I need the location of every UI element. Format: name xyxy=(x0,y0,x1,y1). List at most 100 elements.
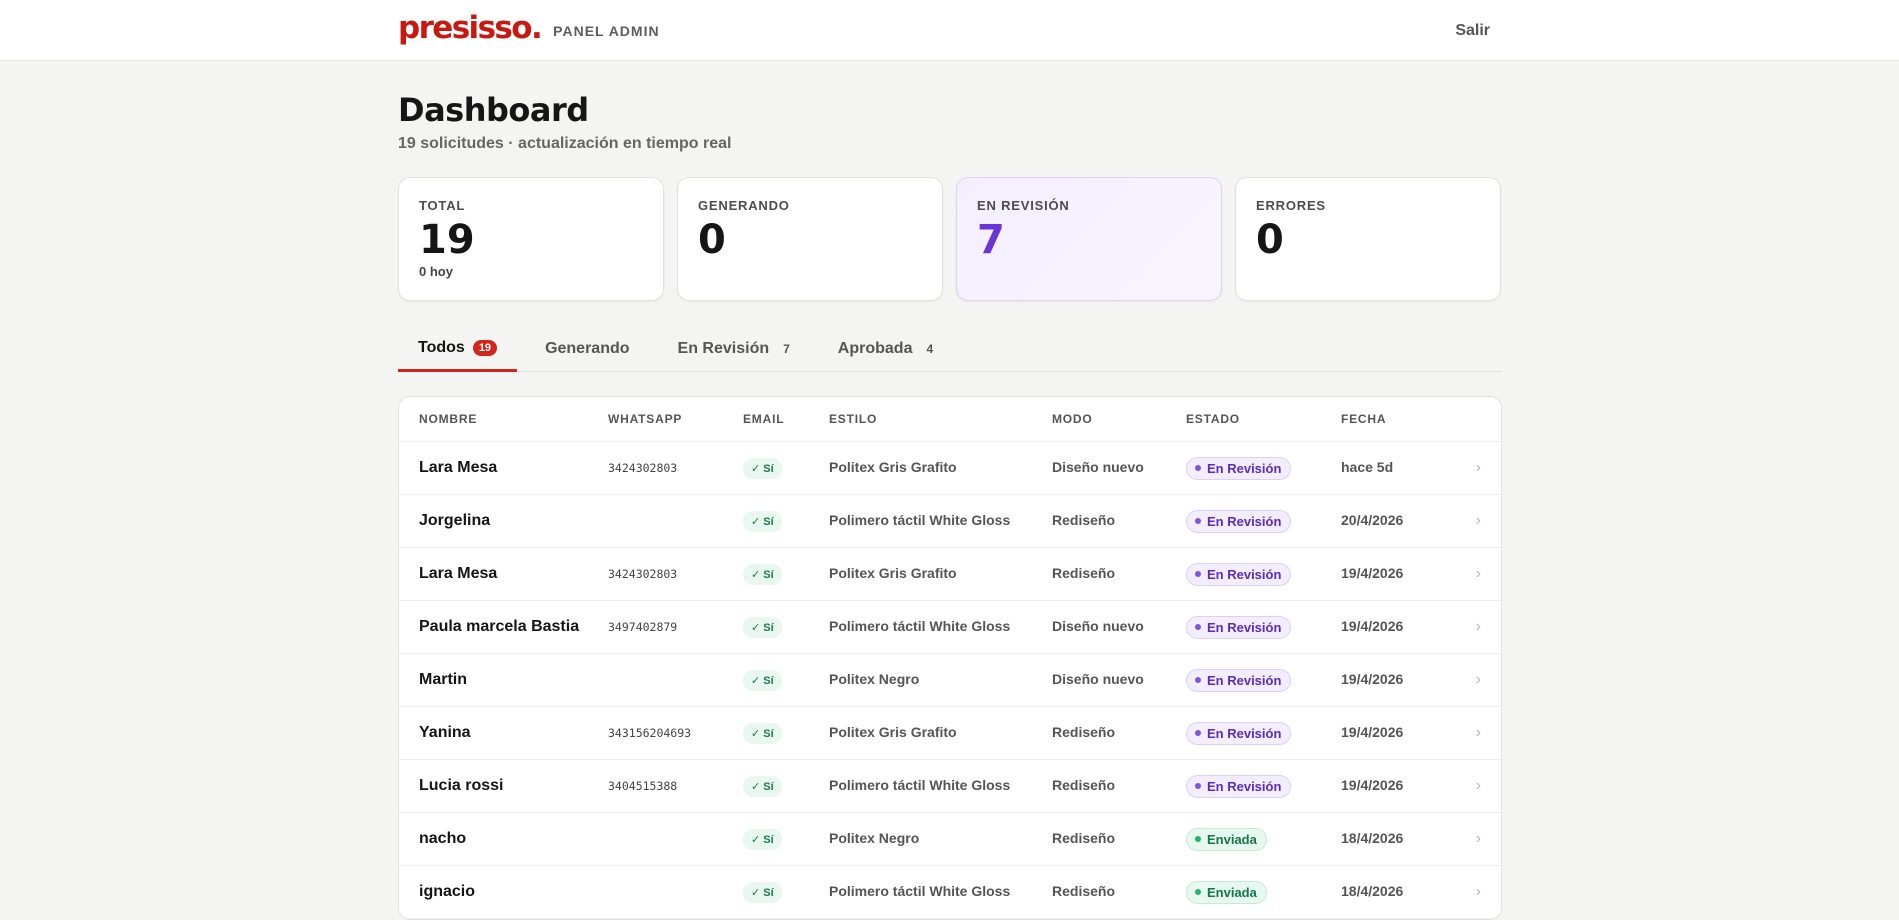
cell-fecha: 19/4/2026 xyxy=(1341,724,1404,740)
status-dot-icon xyxy=(1195,624,1201,630)
tab-generando[interactable]: Generando xyxy=(525,326,649,372)
stat-card-total: TOTAL 19 0 hoy xyxy=(398,177,664,301)
cell-nombre: Paula marcela Bastia xyxy=(419,618,580,635)
cell-fecha: 19/4/2026 xyxy=(1341,777,1404,793)
cell-estilo: Polimero táctil White Gloss xyxy=(829,618,1011,634)
stat-card-generating: GENERANDO 0 xyxy=(677,177,943,301)
stat-value: 19 xyxy=(419,217,475,263)
stat-label: TOTAL xyxy=(419,198,466,213)
column-header-estilo[interactable]: ESTILO xyxy=(829,412,878,426)
column-header-estado[interactable]: ESTADO xyxy=(1186,412,1240,426)
table-row[interactable]: Lara Mesa 3424302803 ✓ Sí Politex Gris Graf… xyxy=(399,442,1501,495)
chevron-right-icon[interactable]: › xyxy=(1475,724,1481,741)
status-dot-icon xyxy=(1195,836,1201,842)
column-header-fecha[interactable]: FECHA xyxy=(1341,412,1387,426)
table-row[interactable]: Martin ✓ Sí Politex Negro Diseño nuevo En Re… xyxy=(399,654,1501,707)
cell-whatsapp: 3404515388 xyxy=(608,779,678,793)
cell-estilo: Politex Gris Grafito xyxy=(829,724,957,740)
cell-fecha: 19/4/2026 xyxy=(1341,618,1404,634)
table-row[interactable]: nacho ✓ Sí Politex Negro Rediseño Enviada 18/… xyxy=(399,813,1501,866)
logout-button[interactable]: Salir xyxy=(1455,21,1490,39)
status-tabs: Todos 19 Generando En Revisión 7 Aprobad… xyxy=(398,326,1502,372)
tab-label: Aprobada xyxy=(837,340,913,357)
tab-aprobada[interactable]: Aprobada 4 xyxy=(818,326,953,372)
status-badge: Enviada xyxy=(1186,880,1267,904)
status-label: En Revisión xyxy=(1207,778,1282,794)
cell-estilo: Polimero táctil White Gloss xyxy=(829,512,1011,528)
table-row[interactable]: Jorgelina ✓ Sí Polimero táctil White Gloss… xyxy=(399,495,1501,548)
status-badge: En Revisión xyxy=(1186,456,1292,480)
cell-modo: Rediseño xyxy=(1052,883,1116,899)
stat-sub: 0 hoy xyxy=(419,264,453,279)
tab-label: Generando xyxy=(545,340,630,357)
email-badge: ✓ Sí xyxy=(743,669,782,691)
cell-estilo: Polimero táctil White Gloss xyxy=(829,777,1011,793)
status-badge: En Revisión xyxy=(1186,562,1292,586)
main-content: Dashboard 19 solicitudes · actualización… xyxy=(398,61,1502,920)
cell-modo: Rediseño xyxy=(1052,512,1116,528)
table-row[interactable]: Yanina 343156204693 ✓ Sí Politex Gris Grafi… xyxy=(399,707,1501,760)
table-row[interactable]: Paula marcela Bastia 3497402879 ✓ Sí Polime… xyxy=(399,601,1501,654)
email-badge: ✓ Sí xyxy=(743,510,782,532)
cell-nombre: Jorgelina xyxy=(419,512,491,529)
column-header-whatsapp[interactable]: WHATSAPP xyxy=(608,412,683,426)
cell-modo: Diseño nuevo xyxy=(1052,671,1144,687)
chevron-right-icon[interactable]: › xyxy=(1475,512,1481,529)
status-label: Enviada xyxy=(1207,831,1257,847)
table-body: Lara Mesa 3424302803 ✓ Sí Politex Gris Graf… xyxy=(399,442,1501,919)
email-badge: ✓ Sí xyxy=(743,457,782,479)
page-title: Dashboard xyxy=(398,91,589,129)
chevron-right-icon[interactable]: › xyxy=(1475,565,1481,582)
status-dot-icon xyxy=(1195,730,1201,736)
cell-whatsapp: 343156204693 xyxy=(608,726,692,740)
logo[interactable]: presisso. xyxy=(398,10,543,46)
stat-label: ERRORES xyxy=(1256,198,1326,213)
email-badge: ✓ Sí xyxy=(743,722,782,744)
chevron-right-icon[interactable]: › xyxy=(1475,459,1481,476)
cell-nombre: ignacio xyxy=(419,883,476,900)
cell-fecha: 19/4/2026 xyxy=(1341,565,1404,581)
cell-nombre: Lara Mesa xyxy=(419,565,498,582)
table-row[interactable]: Lara Mesa 3424302803 ✓ Sí Politex Gris Graf… xyxy=(399,548,1501,601)
stat-card-errors: ERRORES 0 xyxy=(1235,177,1501,301)
stat-value: 0 xyxy=(698,217,726,263)
cell-nombre: Lucia rossi xyxy=(419,777,504,794)
tab-todos[interactable]: Todos 19 xyxy=(398,326,518,372)
status-label: En Revisión xyxy=(1207,725,1282,741)
tab-count-badge: 19 xyxy=(472,339,498,356)
cell-estilo: Politex Negro xyxy=(829,671,920,687)
cell-whatsapp: 3424302803 xyxy=(608,567,678,581)
chevron-right-icon[interactable]: › xyxy=(1475,830,1481,847)
column-header-modo[interactable]: MODO xyxy=(1052,412,1093,426)
table-row[interactable]: ignacio ✓ Sí Polimero táctil White Gloss Re… xyxy=(399,866,1501,919)
email-badge: ✓ Sí xyxy=(743,775,782,797)
column-header-nombre[interactable]: NOMBRE xyxy=(419,412,478,426)
cell-modo: Diseño nuevo xyxy=(1052,618,1144,634)
cell-nombre: Yanina xyxy=(419,724,471,741)
chevron-right-icon[interactable]: › xyxy=(1475,883,1481,900)
tab-en-revision[interactable]: En Revisión 7 xyxy=(658,326,810,372)
status-dot-icon xyxy=(1195,518,1201,524)
tab-count: 7 xyxy=(783,342,790,356)
cell-fecha: hace 5d xyxy=(1341,459,1394,475)
status-dot-icon xyxy=(1195,465,1201,471)
tab-label: Todos xyxy=(418,338,465,356)
cell-fecha: 18/4/2026 xyxy=(1341,830,1404,846)
status-dot-icon xyxy=(1195,889,1201,895)
stats-row: TOTAL 19 0 hoy GENERANDO 0 EN REVISIÓN 7… xyxy=(398,177,1502,301)
cell-estilo: Politex Negro xyxy=(829,830,920,846)
chevron-right-icon[interactable]: › xyxy=(1475,618,1481,635)
tab-label: En Revisión xyxy=(677,340,770,357)
cell-fecha: 18/4/2026 xyxy=(1341,883,1404,899)
email-badge: ✓ Sí xyxy=(743,616,782,638)
column-header-email[interactable]: EMAIL xyxy=(743,412,785,426)
table-row[interactable]: Lucia rossi 3404515388 ✓ Sí Polimero táctil… xyxy=(399,760,1501,813)
chevron-right-icon[interactable]: › xyxy=(1475,671,1481,688)
email-badge: ✓ Sí xyxy=(743,563,782,585)
status-badge: En Revisión xyxy=(1186,721,1292,745)
cell-estilo: Polimero táctil White Gloss xyxy=(829,883,1011,899)
status-dot-icon xyxy=(1195,783,1201,789)
cell-modo: Rediseño xyxy=(1052,830,1116,846)
chevron-right-icon[interactable]: › xyxy=(1475,777,1481,794)
page-subtitle: 19 solicitudes · actualización en tiempo… xyxy=(398,135,732,152)
